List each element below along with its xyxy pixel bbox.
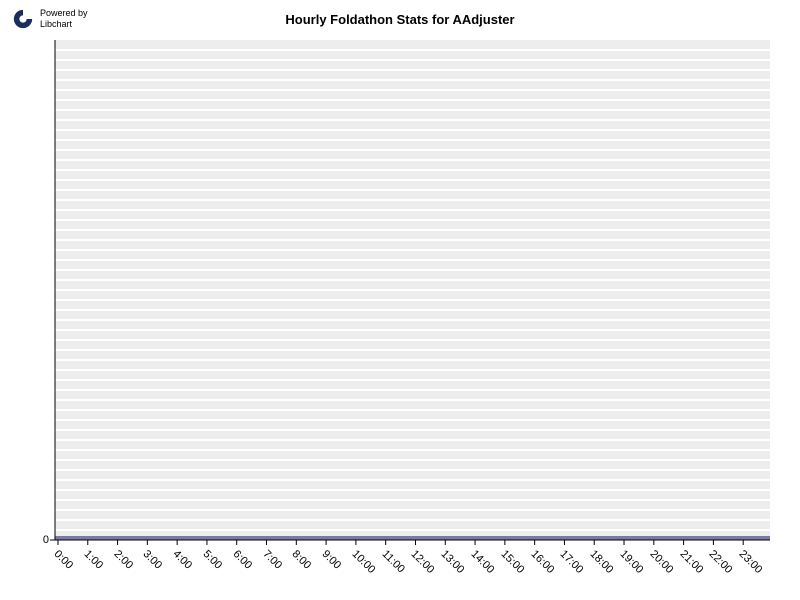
y-tick-label: 0 — [25, 534, 49, 546]
chart-plot — [0, 0, 800, 600]
